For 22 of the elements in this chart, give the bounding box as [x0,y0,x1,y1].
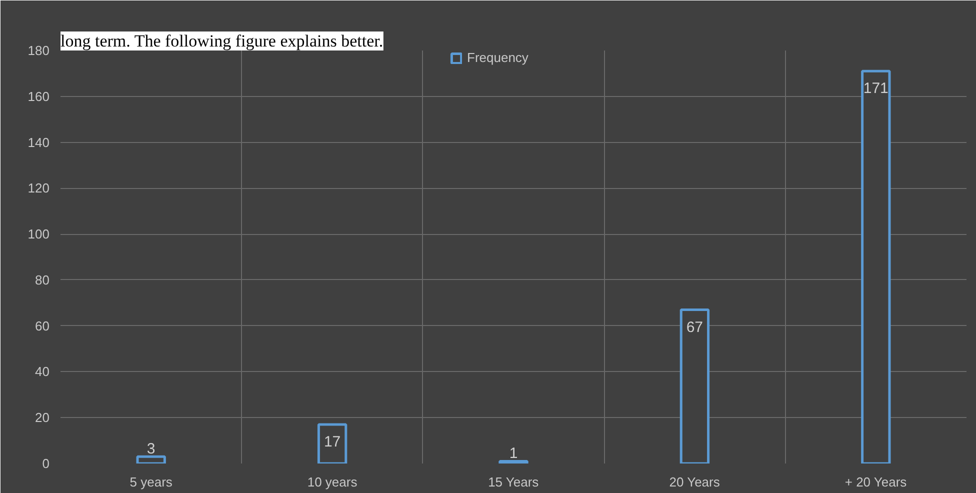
y-tick-label: 180 [28,43,50,58]
x-tick-label: + 20 Years [844,474,908,490]
y-tick-label: 20 [35,410,50,426]
y-tick-label: 140 [28,134,50,150]
y-tick-label: 80 [35,272,50,288]
data-label: 17 [324,433,341,450]
y-tick-label: 100 [28,226,50,242]
text: long term. The following figure explains better. [60,32,384,50]
x-tick-label: 15 Years [488,474,540,490]
y-tick-label: 160 [28,88,50,104]
x-tick-label: 10 years [307,474,358,490]
y-tick-label: 120 [28,180,50,196]
x-tick-label: 5 years [130,474,173,490]
x-tick-label: 20 Years [669,474,720,490]
legend-label: Frequency [467,50,528,65]
data-label: 171 [863,80,888,98]
data-label: 3 [146,440,156,458]
y-tick-label: 0 [42,456,50,471]
data-label: 67 [686,318,704,336]
data-label: 1 [509,445,518,462]
y-tick-label: 40 [35,364,50,380]
y-tick-label: 60 [35,318,50,334]
